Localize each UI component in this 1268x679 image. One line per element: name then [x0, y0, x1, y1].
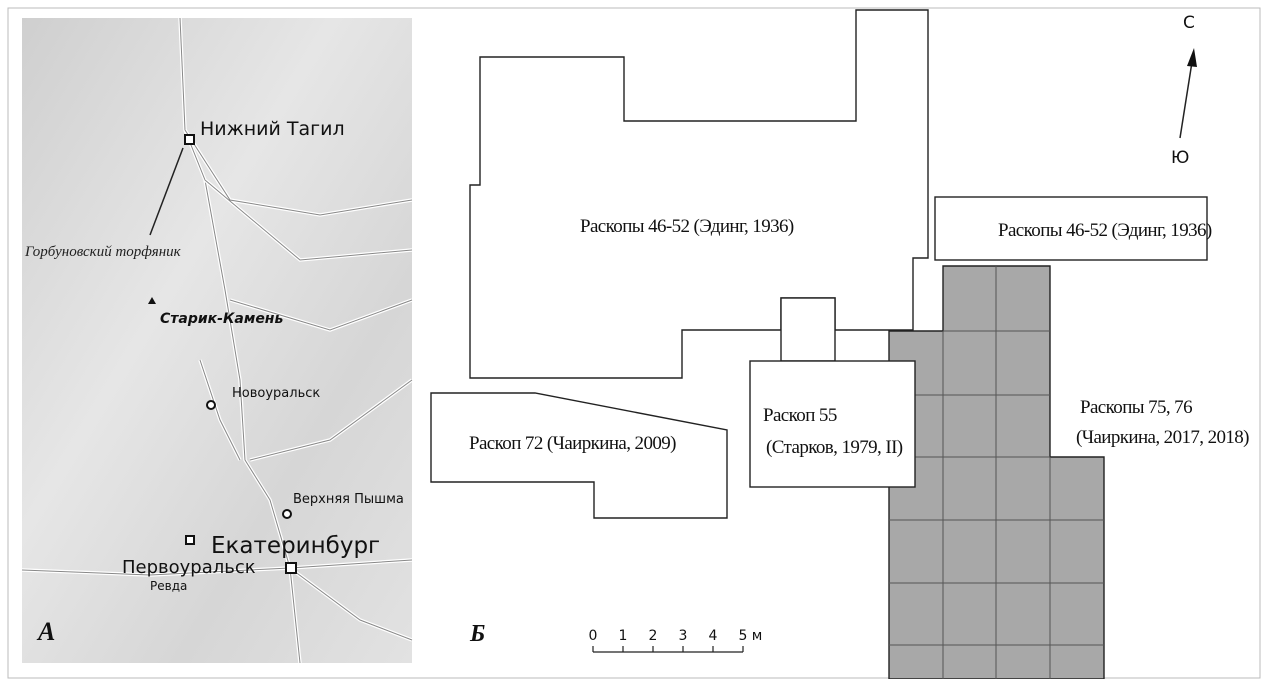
town-marker — [283, 510, 291, 518]
scale-label: 2 — [649, 628, 658, 644]
scale-label: 4 — [709, 628, 718, 644]
north-label: С — [1183, 13, 1195, 33]
excavation-outline — [470, 10, 928, 378]
excavation-label: (Чаиркина, 2017, 2018) — [1076, 427, 1249, 448]
map-panel: Нижний Тагил Горбуновский торфяник Стари… — [22, 18, 412, 663]
town-marker — [207, 401, 215, 409]
north-arrow: С Ю — [1171, 13, 1197, 168]
excavation-outline — [781, 298, 835, 361]
place-label: Старик-Камень — [160, 311, 283, 327]
figure: Нижний Тагил Горбуновский торфяник Стари… — [0, 0, 1268, 679]
place-label: Первоуральск — [122, 557, 256, 578]
place-label: Горбуновский торфяник — [24, 244, 182, 260]
scale-label: 1 — [619, 628, 628, 644]
excavation-label: Раскоп 55 — [763, 405, 837, 426]
excavation-label: Раскопы 46-52 (Эдинг, 1936) — [998, 220, 1212, 241]
scale-label: 3 — [679, 628, 688, 644]
scale-label: 0 — [589, 628, 598, 644]
city-marker — [286, 563, 296, 573]
excavation-outline — [431, 393, 727, 518]
plan-panel: Раскопы 46-52 (Эдинг, 1936) Раскопы 46-5… — [431, 10, 1249, 679]
place-label: Нижний Тагил — [200, 118, 345, 140]
south-label: Ю — [1171, 148, 1189, 168]
grid-excavation — [889, 266, 1104, 679]
panel-label: А — [36, 617, 55, 646]
place-label: Верхняя Пышма — [293, 492, 404, 507]
place-label: Екатеринбург — [211, 533, 380, 559]
excavation-label: Раскопы 46-52 (Эдинг, 1936) — [580, 216, 794, 237]
city-marker — [185, 135, 194, 144]
city-marker — [186, 536, 194, 544]
place-label: Новоуральск — [232, 386, 320, 401]
excavation-label: Раскоп 72 (Чаиркина, 2009) — [469, 433, 676, 454]
place-label: Ревда — [150, 579, 187, 593]
scale-label: 5 — [739, 628, 748, 644]
scale-label: м — [752, 628, 763, 644]
excavation-label: Раскопы 75, 76 — [1080, 397, 1192, 418]
excavation-label: (Старков, 1979, II) — [766, 437, 903, 458]
panel-label: Б — [469, 621, 485, 647]
